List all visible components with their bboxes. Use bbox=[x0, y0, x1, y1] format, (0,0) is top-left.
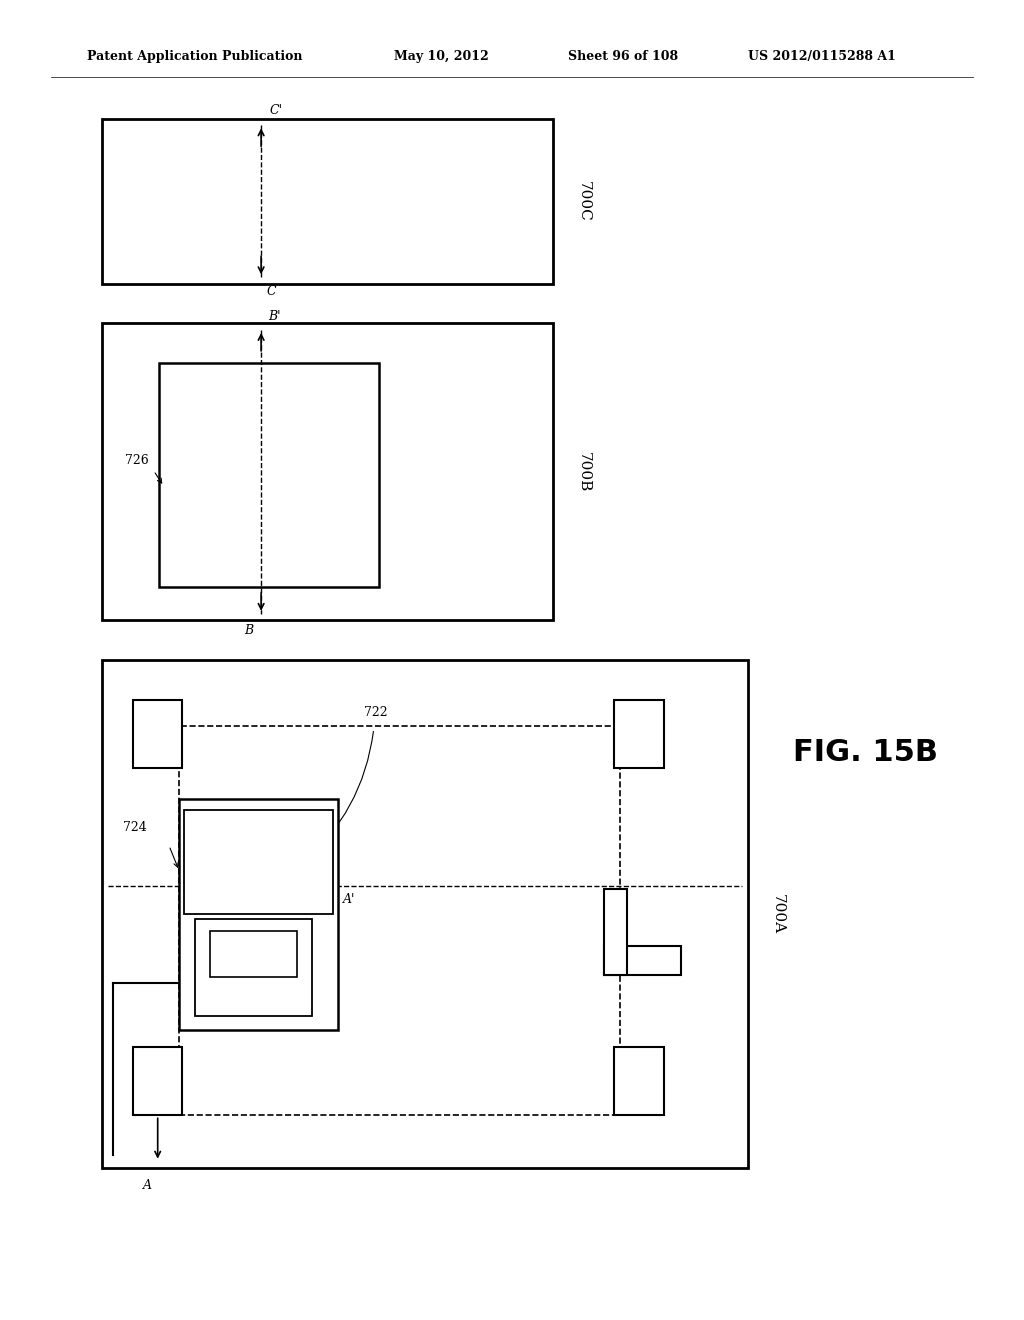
Text: 700C: 700C bbox=[577, 181, 591, 222]
Bar bbox=[614, 1047, 664, 1115]
Text: C': C' bbox=[269, 104, 283, 117]
Text: 700B: 700B bbox=[577, 451, 591, 492]
Bar bbox=[102, 119, 553, 284]
Text: Patent Application Publication: Patent Application Publication bbox=[87, 50, 302, 63]
Text: A: A bbox=[143, 1179, 152, 1192]
Bar bbox=[133, 700, 182, 768]
Bar bbox=[195, 919, 312, 1016]
Text: 700A: 700A bbox=[771, 894, 785, 935]
Bar bbox=[604, 890, 627, 975]
Text: FIG. 15B: FIG. 15B bbox=[793, 738, 938, 767]
Bar bbox=[159, 363, 379, 587]
Text: A': A' bbox=[343, 892, 355, 906]
Bar bbox=[184, 810, 333, 913]
Bar bbox=[102, 660, 748, 1168]
Text: C: C bbox=[266, 285, 275, 298]
Text: US 2012/0115288 A1: US 2012/0115288 A1 bbox=[748, 50, 895, 63]
Bar bbox=[614, 700, 664, 768]
Text: B: B bbox=[245, 624, 253, 638]
Bar bbox=[133, 1047, 182, 1115]
Bar bbox=[179, 799, 338, 1030]
Text: 722: 722 bbox=[364, 706, 387, 719]
Text: Sheet 96 of 108: Sheet 96 of 108 bbox=[568, 50, 679, 63]
Bar bbox=[179, 726, 620, 1115]
Bar bbox=[210, 931, 297, 977]
Text: 724: 724 bbox=[123, 821, 146, 834]
Bar bbox=[102, 323, 553, 620]
Bar bbox=[604, 946, 681, 975]
Text: May 10, 2012: May 10, 2012 bbox=[394, 50, 489, 63]
Text: B': B' bbox=[268, 310, 281, 323]
Text: 726: 726 bbox=[125, 454, 148, 466]
